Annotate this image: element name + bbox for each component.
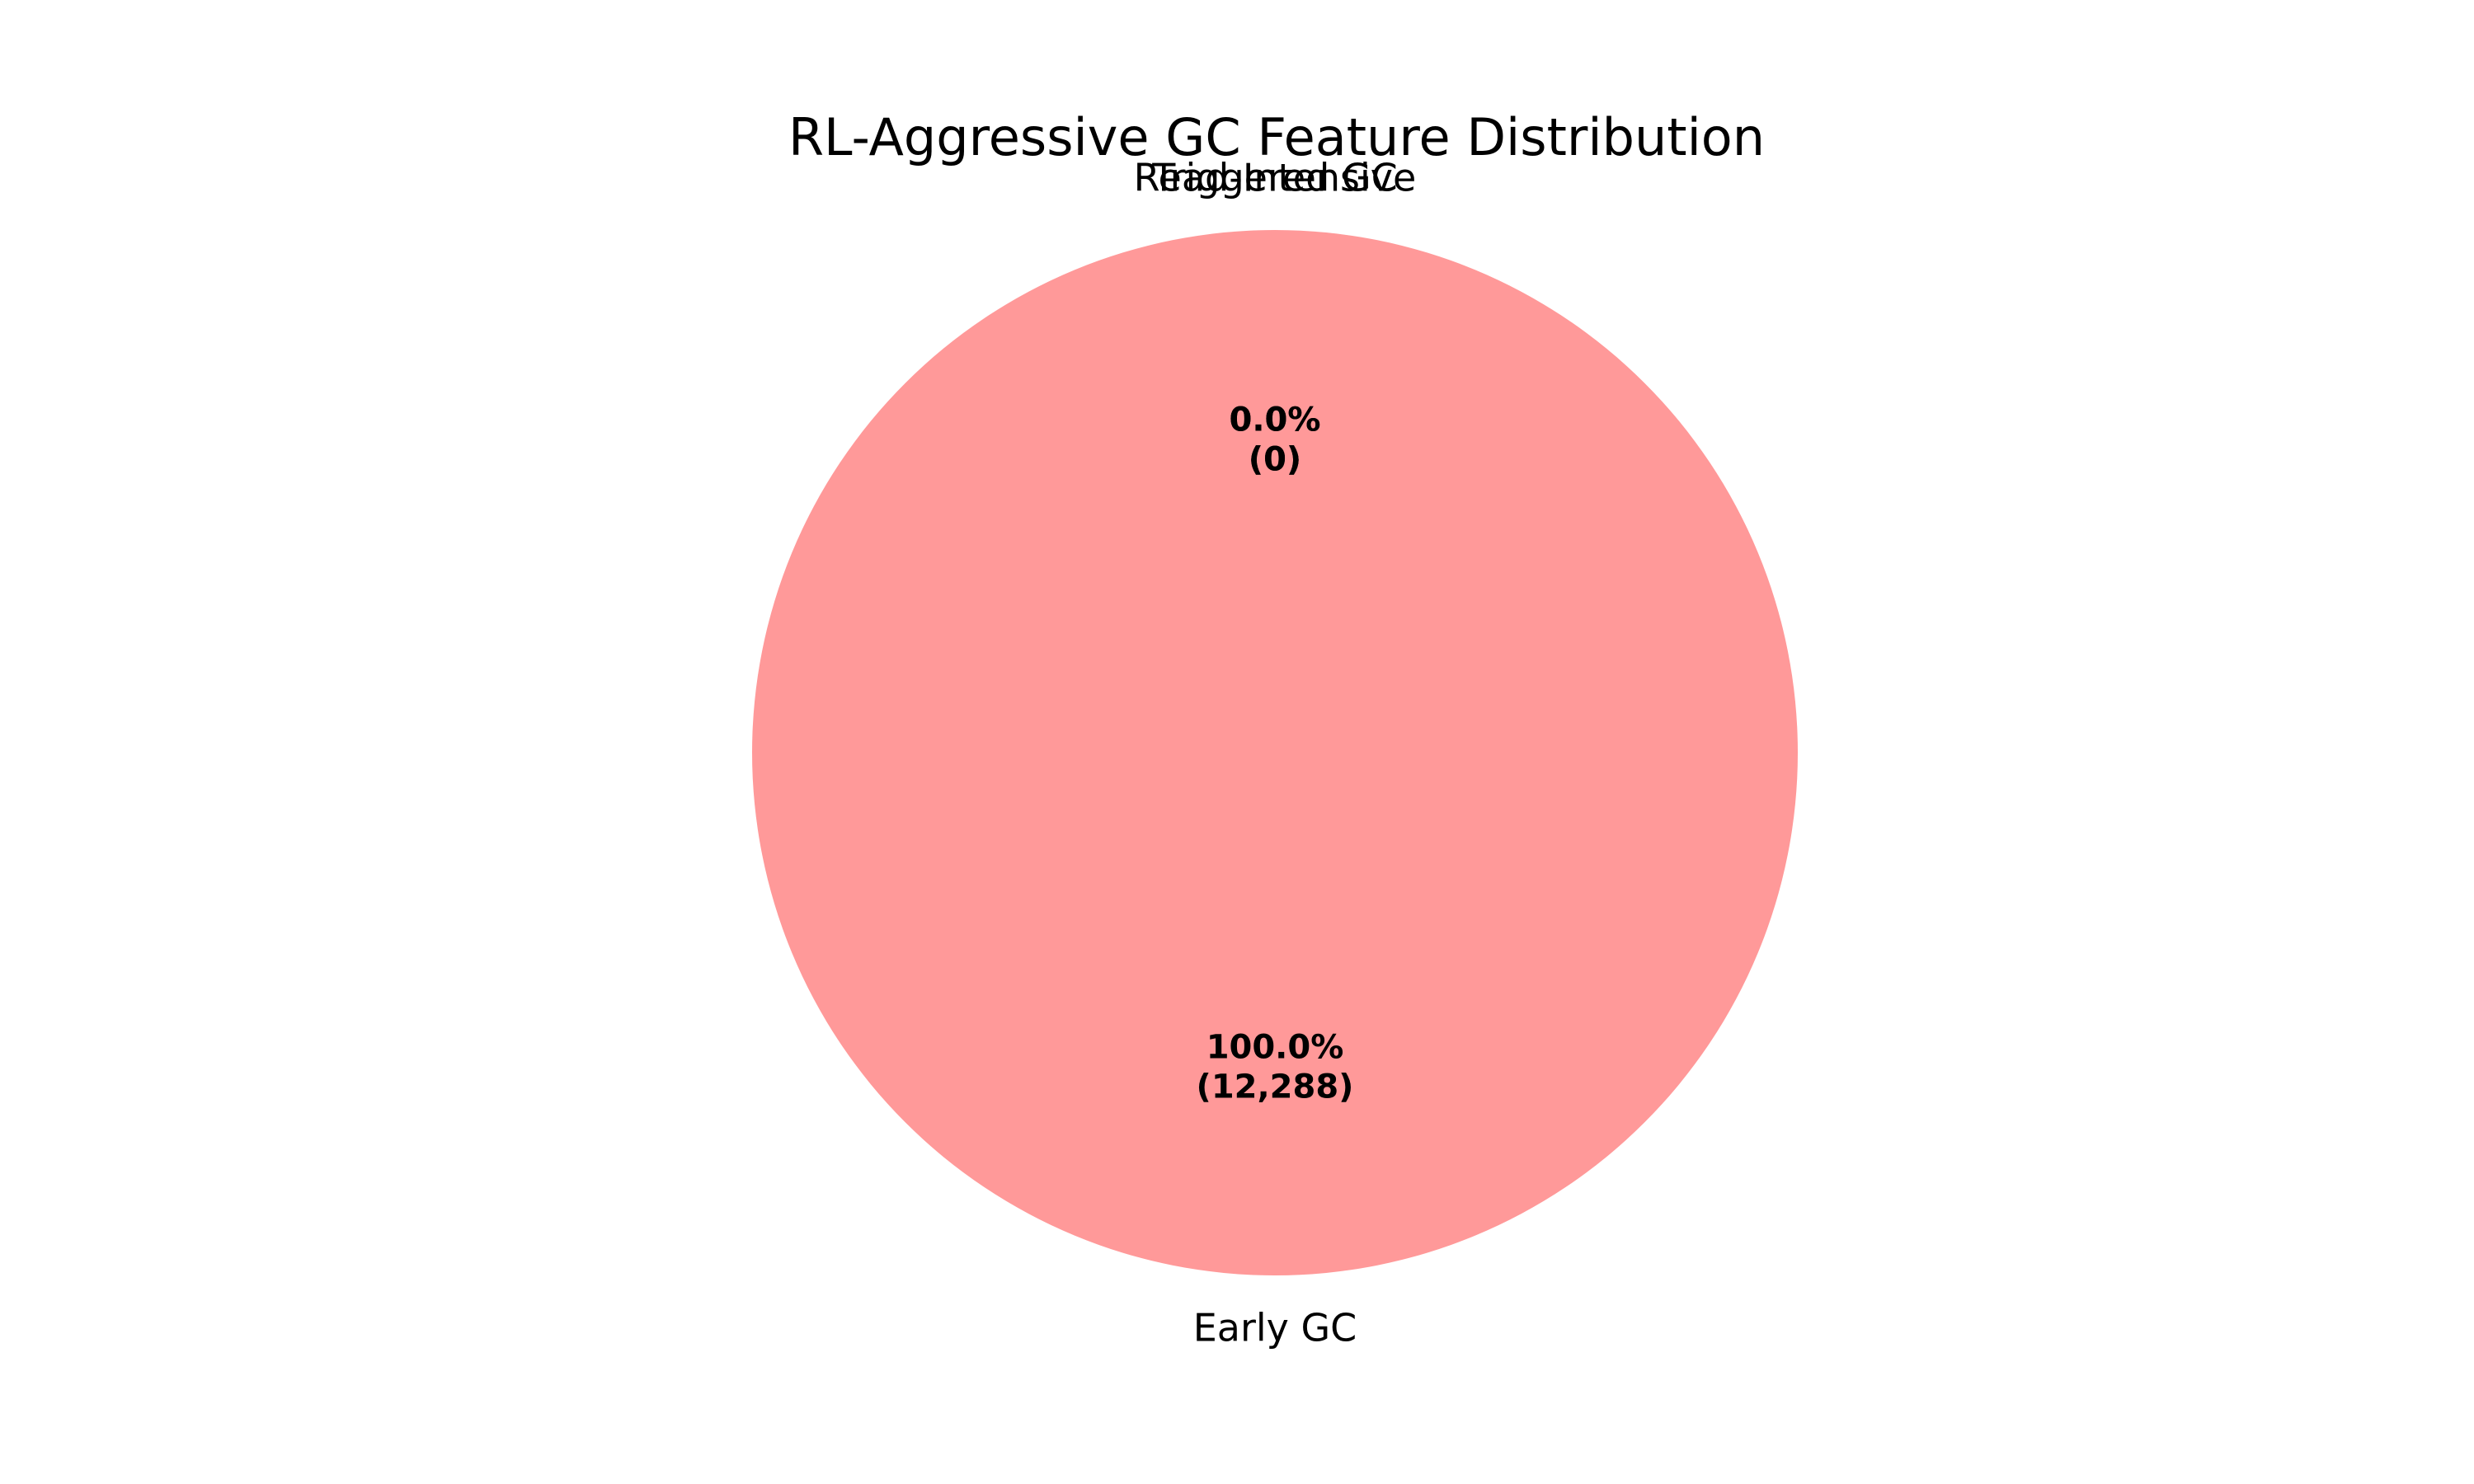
pie-slices xyxy=(752,230,1798,1275)
slice-percent-read-intensive: 0.0% xyxy=(1230,402,1321,439)
slice-label-read-intensive: Read-Intensive xyxy=(1134,156,1417,200)
slice-percent-triggered-gc: 0.0% xyxy=(1230,402,1321,439)
pie-labels: Early GC 100.0%(12,288) Read-Intensive 0.0%… xyxy=(1134,156,1417,1350)
slice-count-triggered-gc: (0) xyxy=(1249,441,1301,479)
slice-percent-early-gc: 100.0% xyxy=(1206,1028,1344,1066)
pie-slice-early-gc xyxy=(752,230,1798,1275)
slice-count-read-intensive: (0) xyxy=(1249,441,1301,479)
slice-label-early-gc: Early GC xyxy=(1193,1305,1357,1350)
slice-label-triggered-gc: Triggered GC xyxy=(1151,156,1398,200)
chart-title: RL-Aggressive GC Feature Distribution xyxy=(788,107,1765,167)
slice-count-early-gc: (12,288) xyxy=(1197,1068,1354,1106)
